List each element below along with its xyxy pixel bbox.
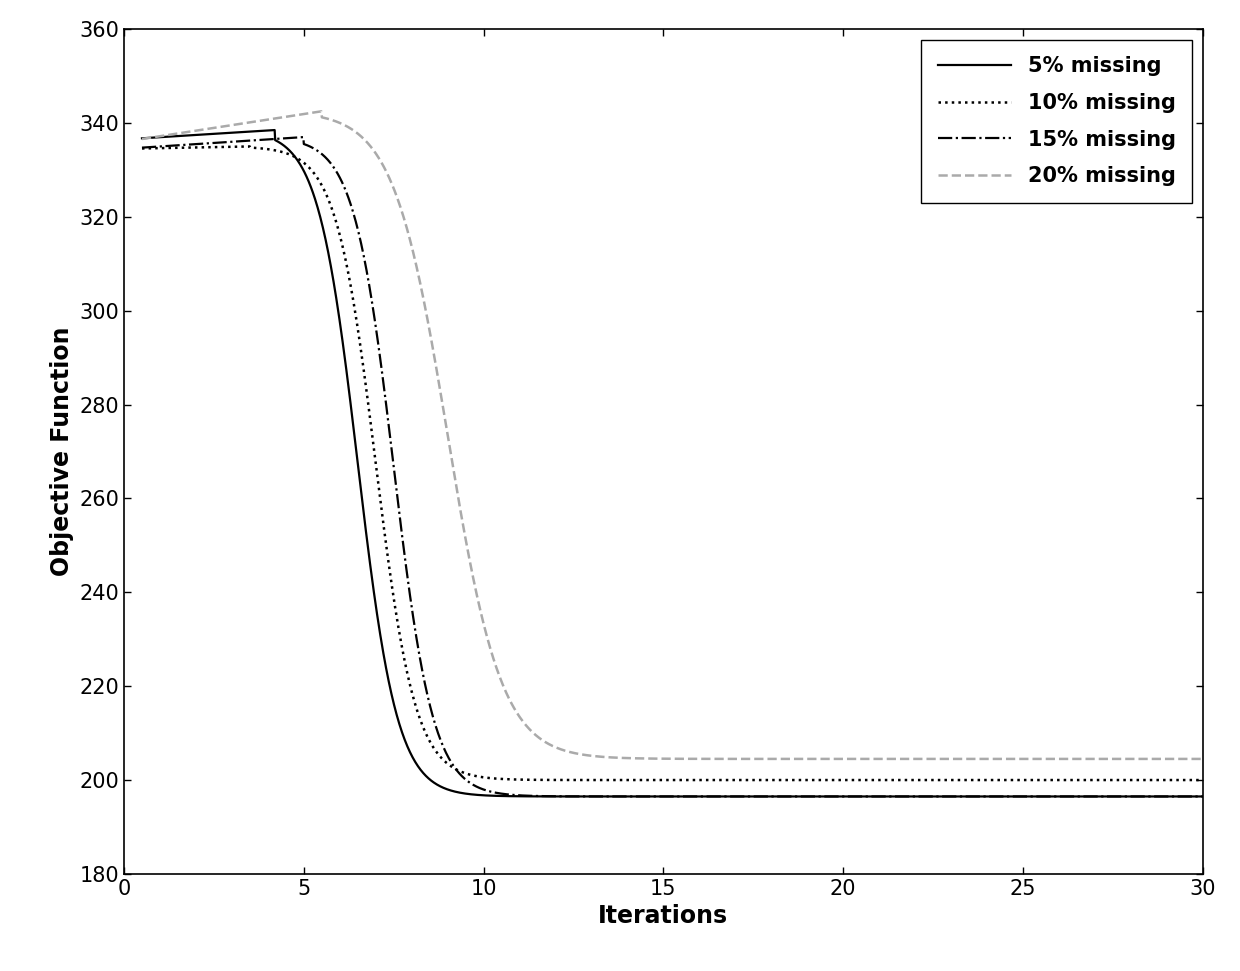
5% missing (651, 790, 666, 802)
5% missing (267, 124, 281, 136)
20% missing (1164, 753, 1179, 765)
20% missing (1166, 753, 1180, 765)
20% missing (188, 125, 203, 137)
15% missing (296, 131, 311, 143)
15% missing (971, 790, 986, 802)
5% missing (971, 790, 986, 802)
5% missing (1195, 790, 1210, 802)
5% missing (1166, 790, 1180, 802)
Line: 5% missing: 5% missing (141, 130, 1203, 796)
10% missing (188, 142, 203, 153)
15% missing (1114, 790, 1128, 802)
20% missing (622, 753, 637, 764)
15% missing (622, 790, 637, 802)
10% missing (1166, 774, 1180, 786)
10% missing (242, 141, 257, 152)
20% missing (971, 753, 986, 765)
15% missing (1166, 790, 1180, 802)
5% missing (188, 129, 203, 141)
10% missing (1195, 774, 1210, 786)
20% missing (134, 133, 149, 145)
X-axis label: Iterations: Iterations (599, 904, 728, 928)
5% missing (622, 790, 637, 802)
20% missing (651, 753, 666, 764)
20% missing (314, 106, 329, 117)
Legend: 5% missing, 10% missing, 15% missing, 20% missing: 5% missing, 10% missing, 15% missing, 20… (921, 40, 1193, 203)
Line: 15% missing: 15% missing (141, 137, 1203, 796)
5% missing (1166, 790, 1180, 802)
10% missing (1166, 774, 1180, 786)
15% missing (1166, 790, 1180, 802)
10% missing (622, 774, 637, 786)
10% missing (971, 774, 986, 786)
Line: 10% missing: 10% missing (141, 147, 1203, 780)
10% missing (651, 774, 666, 786)
15% missing (651, 790, 666, 802)
5% missing (134, 132, 149, 144)
10% missing (1095, 774, 1110, 786)
20% missing (1195, 753, 1210, 765)
15% missing (134, 142, 149, 153)
5% missing (1078, 790, 1092, 802)
10% missing (134, 143, 149, 154)
15% missing (188, 138, 203, 150)
Y-axis label: Objective Function: Objective Function (50, 327, 73, 576)
15% missing (1195, 790, 1210, 802)
Line: 20% missing: 20% missing (141, 112, 1203, 759)
